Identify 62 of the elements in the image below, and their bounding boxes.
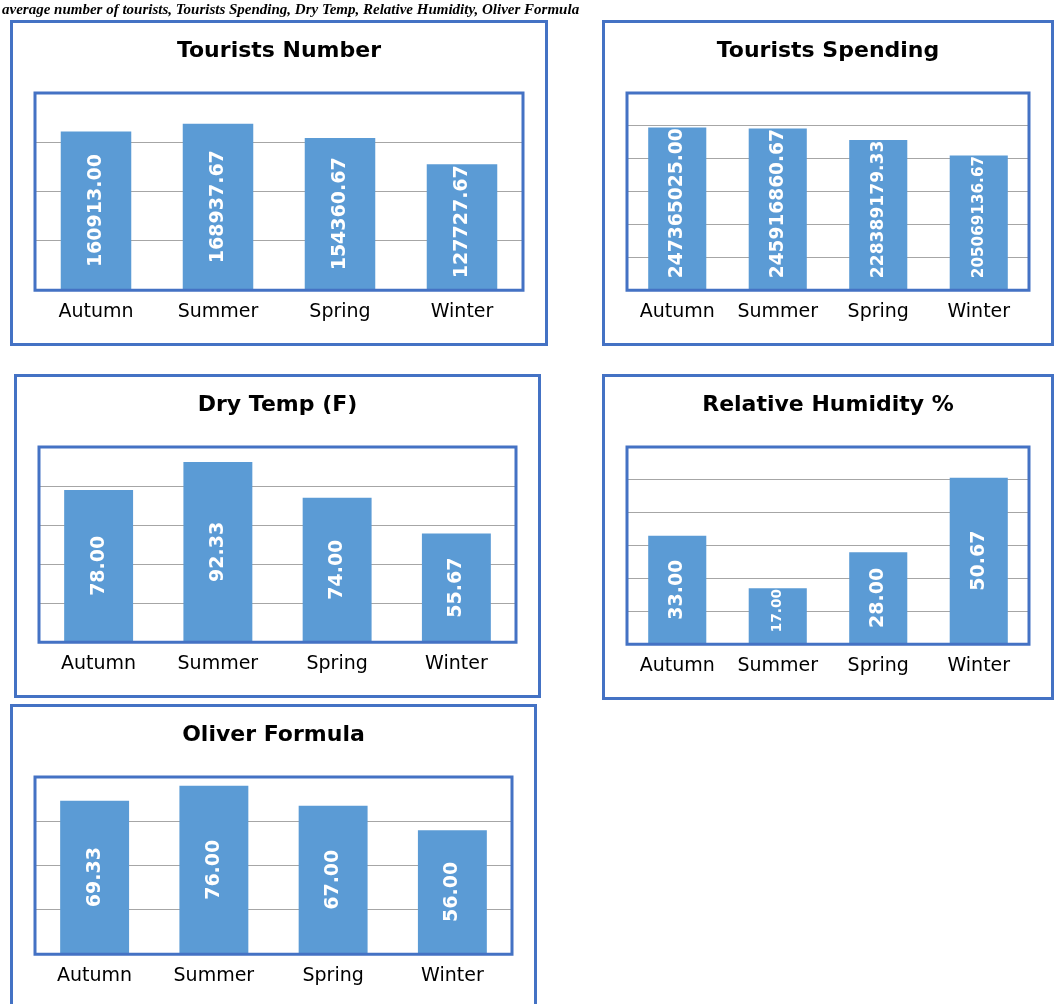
x-tick-label: Summer — [177, 650, 259, 673]
bar — [417, 830, 487, 954]
x-tick-label: Autumn — [639, 298, 715, 321]
data-label: 17.00 — [768, 588, 785, 633]
x-tick-label: Autumn — [639, 652, 715, 675]
bar — [748, 588, 807, 644]
x-tick-label: Autumn — [61, 650, 137, 673]
data-label: 78.00 — [85, 535, 108, 596]
bar — [849, 552, 908, 644]
text: average number of tourists, Tourists Spending, Dry Temp, Relative Humidity, Oliver Formula — [2, 1, 580, 17]
bar — [182, 123, 254, 290]
x-tick-label: Winter — [947, 652, 1011, 675]
bar — [304, 138, 376, 290]
bar — [64, 489, 134, 642]
data-label: 127727.67 — [448, 165, 471, 279]
x-tick-label: Summer — [737, 652, 819, 675]
data-label: 228389179.33 — [866, 140, 887, 279]
x-tick-label: Winter — [947, 298, 1011, 321]
x-tick-label: Summer — [177, 298, 259, 321]
bar — [179, 785, 249, 954]
data-label: 55.67 — [443, 557, 466, 618]
data-label: 92.33 — [204, 521, 227, 582]
bar — [183, 461, 253, 642]
x-tick-label: Spring — [847, 652, 909, 675]
data-label: 154360.67 — [326, 157, 349, 271]
bar — [302, 497, 372, 642]
chart-title: Dry Temp (F) — [196, 391, 359, 418]
x-tick-label: Spring — [302, 962, 364, 985]
x-tick-label: Winter — [425, 650, 488, 673]
x-tick-label: Winter — [430, 298, 494, 321]
x-tick-label: Spring — [306, 650, 368, 673]
chart-title: Tourists Number — [175, 37, 383, 64]
data-label: 247365025.00 — [665, 128, 687, 279]
data-label: 28.00 — [865, 567, 888, 628]
bar — [60, 800, 130, 954]
data-label: 33.00 — [664, 559, 687, 620]
data-label: 50.67 — [965, 530, 988, 591]
data-label: 168937.67 — [204, 150, 227, 264]
data-label: 205069136.67 — [968, 155, 987, 279]
data-label: 56.00 — [439, 861, 462, 922]
x-tick-label: Summer — [737, 298, 819, 321]
data-label: 76.00 — [200, 839, 223, 900]
data-label: 74.00 — [324, 539, 347, 600]
x-tick-label: Autumn — [57, 962, 133, 985]
bar — [949, 477, 1008, 644]
bar — [648, 535, 707, 644]
bar — [421, 533, 491, 642]
x-tick-label: Autumn — [58, 298, 134, 321]
data-label: 67.00 — [320, 849, 343, 910]
chart-title: Relative Humidity % — [701, 391, 955, 418]
x-tick-label: Spring — [309, 298, 371, 321]
data-label: 245916860.67 — [765, 129, 787, 279]
bar — [426, 164, 498, 290]
bar — [60, 131, 132, 290]
data-label: 69.33 — [81, 847, 104, 908]
x-tick-label: Summer — [173, 962, 255, 985]
bar — [298, 805, 368, 954]
data-label: 160913.00 — [82, 154, 105, 268]
x-tick-label: Spring — [847, 298, 909, 321]
x-tick-label: Winter — [421, 962, 484, 985]
chart-title: Tourists Spending — [715, 37, 941, 64]
chart-title: Oliver Formula — [181, 721, 366, 748]
